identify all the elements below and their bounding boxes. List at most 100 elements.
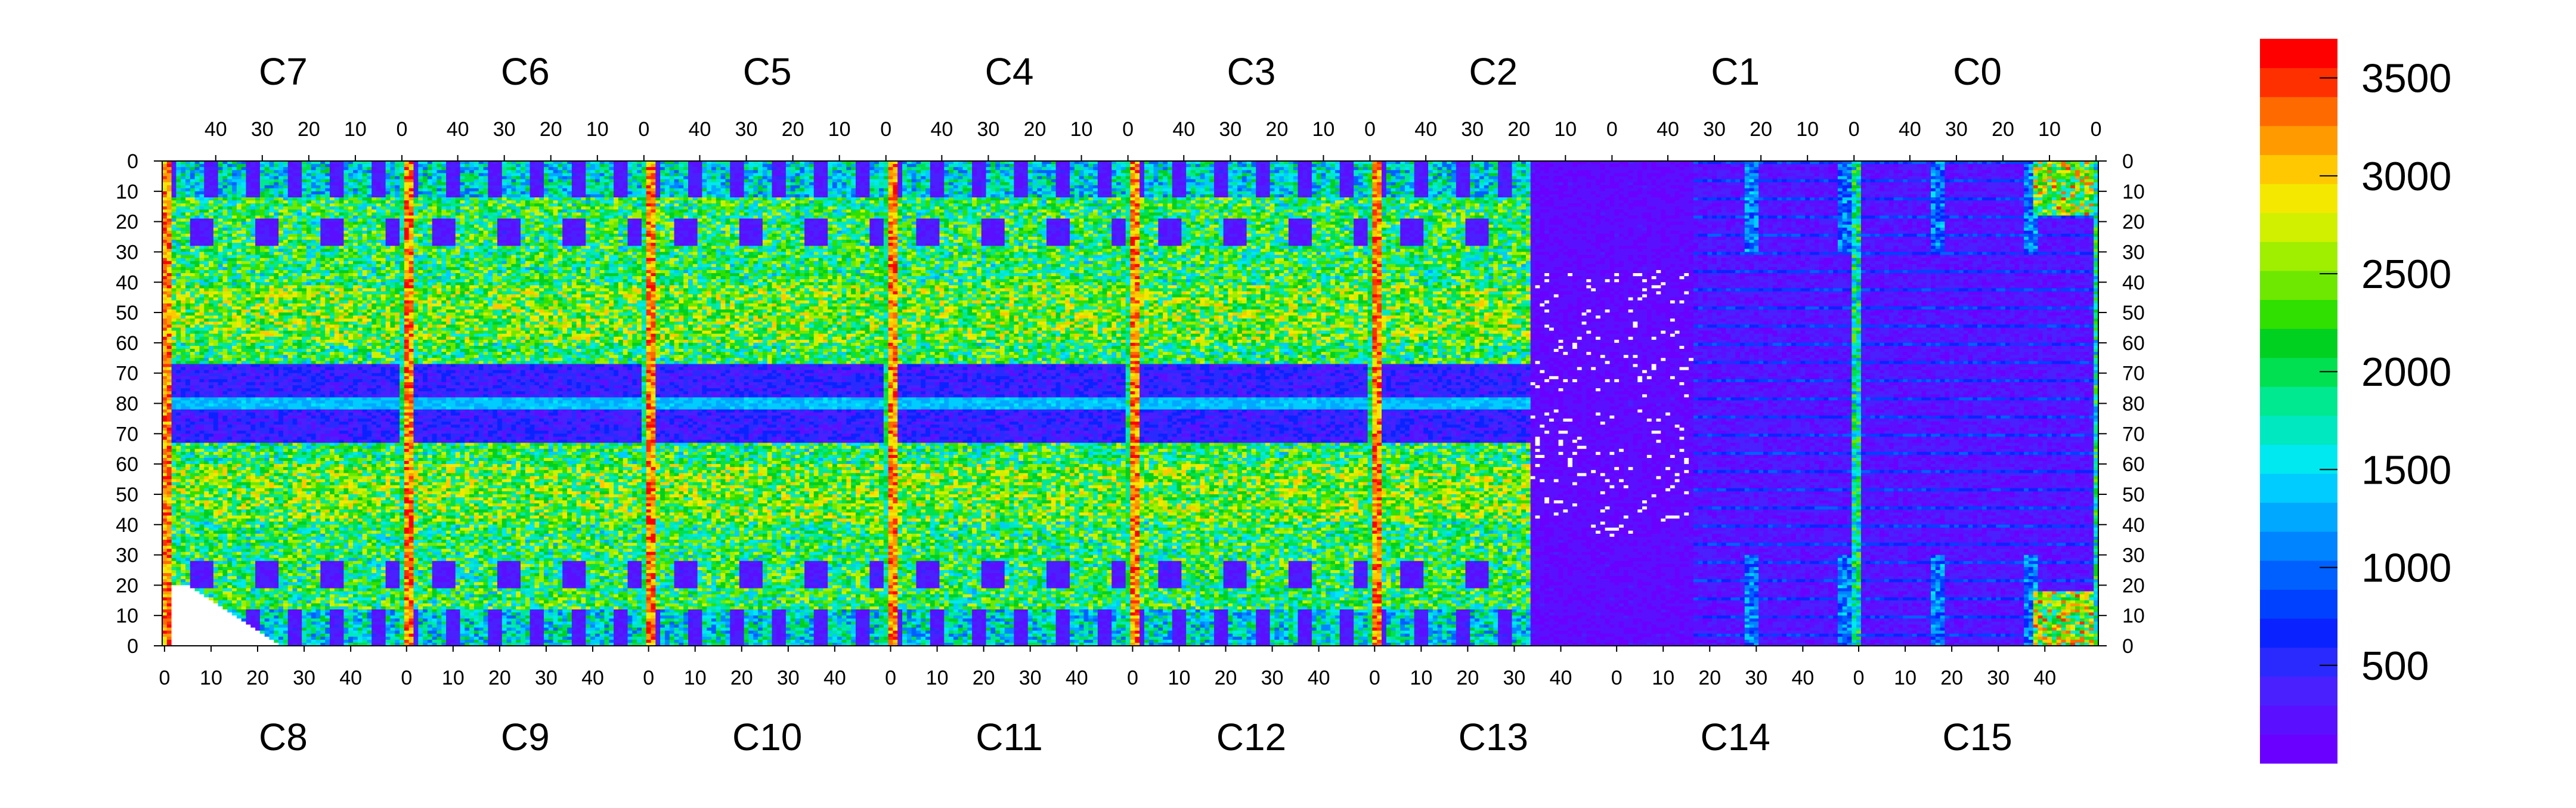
heatmap-cell	[204, 582, 209, 586]
heatmap-cell	[213, 436, 218, 440]
heatmap-cell	[195, 494, 200, 498]
heatmap-cell	[218, 467, 223, 470]
heatmap-cell	[218, 391, 223, 395]
heatmap-cell	[190, 249, 195, 252]
heatmap-cell	[181, 267, 185, 271]
heatmap-cell	[199, 295, 204, 298]
heatmap-cell	[204, 307, 209, 310]
heatmap-cell	[199, 200, 204, 204]
heatmap-cell	[209, 343, 213, 346]
heatmap-cell	[213, 555, 218, 559]
heatmap-cell	[176, 394, 181, 398]
heatmap-cell	[213, 606, 218, 610]
heatmap-cell	[209, 295, 213, 298]
heatmap-cell	[195, 231, 200, 234]
heatmap-cell	[181, 434, 185, 437]
heatmap-cell	[172, 491, 177, 495]
heatmap-cell	[199, 182, 204, 186]
heatmap-cell	[209, 534, 213, 537]
heatmap-cell	[199, 285, 204, 289]
heatmap-cell	[195, 343, 200, 346]
heatmap-cell	[199, 543, 204, 546]
heatmap-cell	[195, 291, 200, 295]
heatmap-cell	[199, 519, 204, 522]
heatmap-cell	[199, 282, 204, 286]
heatmap-cell	[199, 212, 204, 216]
heatmap-cell	[176, 576, 181, 580]
heatmap-cell	[204, 261, 209, 265]
heatmap-cell	[185, 252, 190, 255]
heatmap-cell	[185, 388, 190, 392]
heatmap-cell	[218, 264, 223, 268]
heatmap-cell	[218, 506, 223, 510]
heatmap-cell	[181, 315, 185, 319]
heatmap-cell	[172, 582, 177, 586]
heatmap-cell	[209, 637, 213, 640]
heatmap-cell	[204, 343, 209, 346]
heatmap-cell	[190, 531, 195, 534]
heatmap-cell	[218, 343, 223, 346]
heatmap-cell	[162, 595, 167, 598]
heatmap-cell	[213, 519, 218, 522]
heatmap-cell	[162, 503, 167, 507]
heatmap-cell	[213, 500, 218, 504]
heatmap-cell	[195, 203, 200, 207]
heatmap-cell	[218, 552, 223, 555]
heatmap-cell	[172, 331, 177, 335]
heatmap-cell	[213, 494, 218, 498]
heatmap-cell	[190, 479, 195, 483]
heatmap-cell	[162, 491, 167, 495]
heatmap-cell	[167, 407, 172, 410]
heatmap-cell	[167, 621, 172, 625]
heatmap-cell	[218, 609, 223, 613]
heatmap-cell	[176, 373, 181, 377]
heatmap-cell	[185, 295, 190, 298]
heatmap-cell	[181, 391, 185, 395]
heatmap-cell	[172, 173, 177, 177]
heatmap-cell	[176, 185, 181, 189]
heatmap-cell	[209, 564, 213, 568]
heatmap-cell	[176, 582, 181, 586]
heatmap-cell	[190, 203, 195, 207]
heatmap-cell	[209, 531, 213, 534]
heatmap-cell	[167, 385, 172, 389]
heatmap-cell	[176, 534, 181, 537]
heatmap-cell	[181, 637, 185, 640]
heatmap-cell	[199, 552, 204, 555]
heatmap-cell	[190, 352, 195, 355]
heatmap-cell	[199, 603, 204, 607]
heatmap-cell	[162, 618, 167, 622]
heatmap-cell	[190, 397, 195, 401]
heatmap-cell	[204, 416, 209, 419]
heatmap-cell	[167, 321, 172, 325]
heatmap-cell	[213, 634, 218, 637]
heatmap-cell	[195, 307, 200, 310]
heatmap-cell	[172, 291, 177, 295]
heatmap-cell	[199, 234, 204, 237]
heatmap-cell	[167, 364, 172, 367]
heatmap-cell	[218, 376, 223, 380]
heatmap-cell	[172, 579, 177, 583]
heatmap-cell	[209, 422, 213, 425]
heatmap-cell	[181, 573, 185, 577]
heatmap-cell	[172, 637, 177, 640]
heatmap-cell	[199, 500, 204, 504]
heatmap-cell	[213, 182, 218, 186]
heatmap-cell	[204, 376, 209, 380]
heatmap-cell	[185, 231, 190, 234]
heatmap-cell	[172, 467, 177, 470]
heatmap-cell	[185, 249, 190, 252]
heatmap-cell	[185, 500, 190, 504]
heatmap-cell	[176, 382, 181, 386]
heatmap-cell	[167, 410, 172, 413]
heatmap-cell	[199, 494, 204, 498]
heatmap-cell	[190, 225, 195, 228]
heatmap-cell	[167, 309, 172, 313]
heatmap-cell	[213, 309, 218, 313]
heatmap-cell	[209, 291, 213, 295]
heatmap-cell	[190, 307, 195, 310]
heatmap-cell	[195, 219, 200, 222]
heatmap-cell	[185, 364, 190, 367]
heatmap-cell	[162, 273, 167, 277]
heatmap-cell	[199, 598, 204, 601]
